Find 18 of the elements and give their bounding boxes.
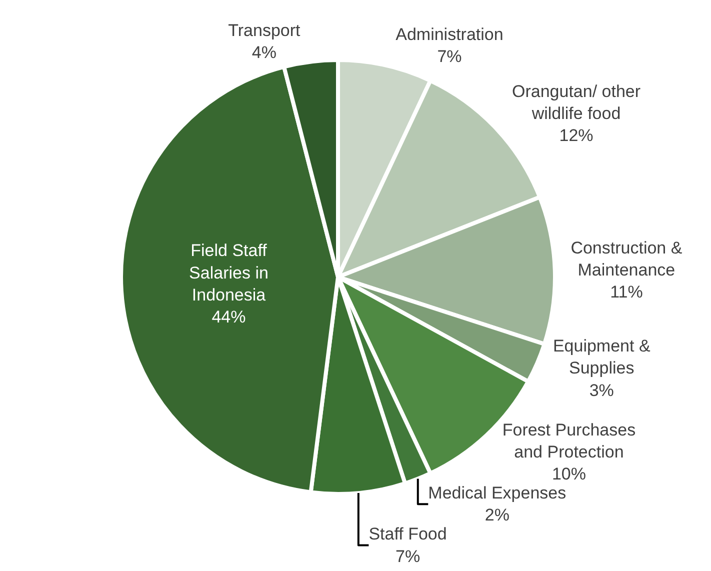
data-label: 10%: [552, 464, 586, 484]
data-label: 4%: [252, 43, 276, 62]
slice-label: Construction & Maintenance: [570, 238, 683, 280]
slice-label: Staff Food: [368, 524, 447, 544]
data-label: 7%: [395, 546, 420, 566]
data-label: 11%: [610, 282, 643, 302]
slice-label: Administration: [396, 25, 504, 44]
data-label: 7%: [437, 47, 462, 66]
slice-label: Transport: [228, 20, 301, 40]
slice-label: Equipment & Supplies: [552, 336, 651, 378]
data-label: 44%: [212, 308, 246, 327]
slice-label: Orangutan/ other wildlife food: [512, 82, 641, 124]
data-label: 12%: [559, 126, 594, 146]
data-label: 2%: [484, 506, 510, 525]
slice-label: Medical Expenses: [428, 484, 566, 503]
data-label: 3%: [589, 380, 614, 400]
slice-label: Forest Purchases and Protection: [502, 420, 636, 462]
slice-label: Field Staff Salaries in Indonesia: [189, 241, 268, 304]
